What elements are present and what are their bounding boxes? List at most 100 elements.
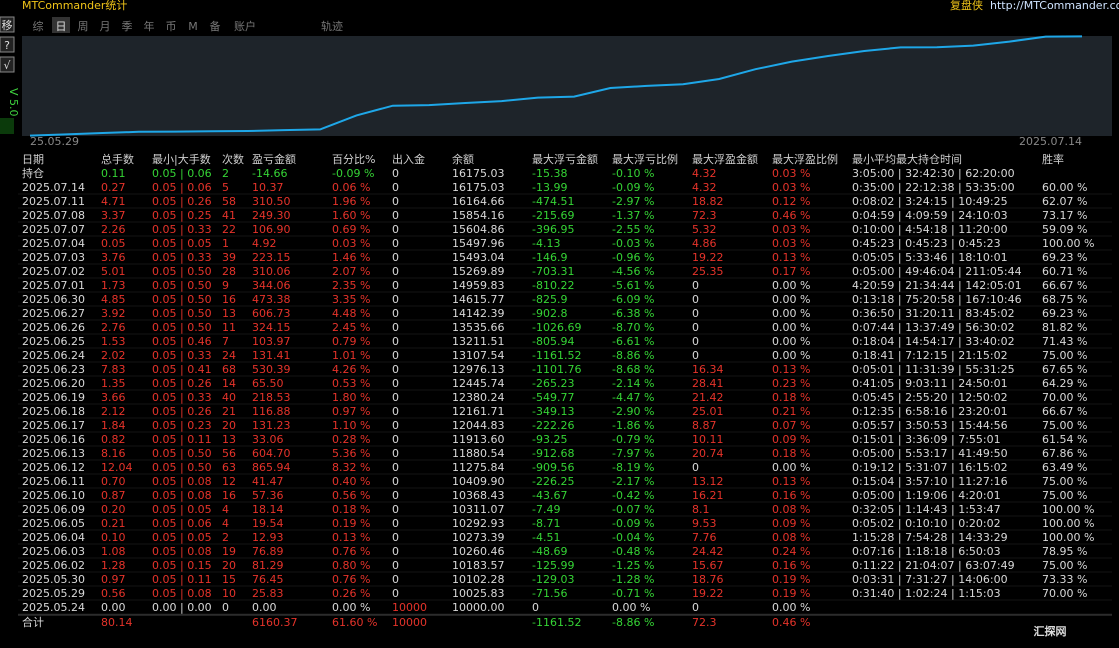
row-cell: 58: [222, 195, 236, 208]
row-cell: 0.17 %: [772, 265, 810, 278]
row-cell: -215.69: [532, 209, 574, 222]
row-label: 2025.06.30: [22, 293, 85, 306]
url[interactable]: http://MTCommander.com: [990, 0, 1119, 12]
tab[interactable]: 币: [166, 20, 177, 33]
row-cell: 0.05 | 0.05: [152, 237, 212, 250]
row-cell: 0.87: [101, 489, 126, 502]
row-cell: 0.16 %: [772, 489, 810, 502]
row-cell: 0.08 %: [772, 503, 810, 516]
row-cell: 0: [392, 377, 399, 390]
row-cell: 18.76: [692, 573, 724, 586]
holding-label: 持仓: [22, 166, 44, 180]
row-label: 2025.06.02: [22, 559, 85, 572]
row-cell: 0:07:44 | 13:37:49 | 56:30:02: [852, 321, 1015, 334]
row-cell: 0: [392, 181, 399, 194]
tab[interactable]: 年: [144, 19, 155, 33]
row-label: 2025.06.23: [22, 363, 85, 376]
row-cell: 13211.51: [452, 335, 505, 348]
tab[interactable]: 账户: [234, 19, 256, 33]
row-label: 2025.05.30: [22, 573, 85, 586]
row-label: 2025.06.17: [22, 419, 85, 432]
row-cell: 0:05:57 | 3:50:53 | 15:44:56: [852, 419, 1008, 432]
row-cell: -125.99: [532, 559, 574, 572]
row-cell: 16.34: [692, 363, 724, 376]
row-cell: 0.56: [101, 587, 126, 600]
side-button[interactable]: [0, 36, 15, 53]
row-cell: 0:31:40 | 1:02:24 | 1:15:03: [852, 587, 1001, 600]
row-cell: 0.40 %: [332, 475, 370, 488]
row-cell: 0.05 | 0.11: [152, 573, 212, 586]
row-cell: 1.46 %: [332, 251, 370, 264]
row-cell: -13.99: [532, 181, 567, 194]
row-cell: 76.45: [252, 573, 284, 586]
row-cell: 1.84: [101, 419, 126, 432]
x-tick-label: 2025.07.14: [1019, 135, 1082, 148]
side-button[interactable]: [0, 56, 15, 73]
row-cell: 8.1: [692, 503, 710, 516]
tab[interactable]: 日: [56, 20, 67, 33]
row-cell: 66.67 %: [1042, 405, 1087, 418]
row-cell: 0: [392, 503, 399, 516]
row-cell: 15.67: [692, 559, 724, 572]
row-cell: 12976.13: [452, 363, 505, 376]
row-cell: 0.24 %: [772, 545, 810, 558]
row-cell: 20.74: [692, 447, 724, 460]
row-cell: 72.3: [692, 209, 717, 222]
row-label: 2025.07.08: [22, 209, 85, 222]
tab[interactable]: 轨迹: [321, 19, 343, 33]
row-cell: 10273.39: [452, 531, 505, 544]
row-cell: 100.00 %: [1042, 503, 1094, 516]
row-cell: 0.00 | 0.00: [152, 601, 212, 614]
row-cell: 0:15:04 | 3:57:10 | 11:27:16: [852, 475, 1008, 488]
row-cell: 10183.57: [452, 559, 505, 572]
row-cell: -0.42 %: [612, 489, 654, 502]
column-header: 出入金: [392, 152, 425, 166]
row-cell: 0.00 %: [772, 335, 810, 348]
column-header: 最大浮亏金额: [532, 152, 598, 166]
row-cell: 0: [392, 293, 399, 306]
row-label: 2025.07.07: [22, 223, 85, 236]
row-cell: 0.05 | 0.11: [152, 433, 212, 446]
row-cell: 0.05 | 0.50: [152, 447, 212, 460]
row-cell: -6.09 %: [612, 293, 654, 306]
row-label: 2025.06.13: [22, 447, 85, 460]
side-button-label[interactable]: ?: [4, 39, 10, 52]
row-cell: 100.00 %: [1042, 517, 1094, 530]
side-button-label[interactable]: √: [3, 59, 11, 72]
row-cell: -146.9: [532, 251, 567, 264]
tab[interactable]: M: [188, 20, 198, 33]
row-cell: -396.95: [532, 223, 574, 236]
row-cell: 0.00 %: [612, 601, 650, 614]
tab[interactable]: 月: [100, 20, 111, 33]
row-cell: 0.05 | 0.15: [152, 559, 212, 572]
row-cell: 0:03:31 | 7:31:27 | 14:06:00: [852, 573, 1008, 586]
tab[interactable]: 季: [122, 20, 133, 33]
row-cell: -48.69: [532, 545, 567, 558]
row-cell: 4.26 %: [332, 363, 370, 376]
row-cell: 19.54: [252, 517, 284, 530]
version-bar: [0, 118, 14, 134]
row-cell: 4.48 %: [332, 307, 370, 320]
row-cell: 1.35: [101, 377, 126, 390]
total-label: 合计: [22, 615, 44, 629]
row-cell: -0.71 %: [612, 587, 654, 600]
row-label: 2025.06.12: [22, 461, 85, 474]
row-cell: 3.35 %: [332, 293, 370, 306]
tab[interactable]: 周: [78, 20, 89, 33]
row-cell: 5: [222, 181, 229, 194]
row-cell: 24: [222, 349, 236, 362]
row-cell: 0.05 | 0.23: [152, 419, 212, 432]
row-cell: 41.47: [252, 475, 284, 488]
side-button[interactable]: [0, 16, 15, 33]
row-cell: 106.90: [252, 223, 291, 236]
row-cell: 0.03 %: [772, 223, 810, 236]
row-cell: 57.36: [252, 489, 284, 502]
tab[interactable]: 备: [210, 19, 221, 33]
row-label: 2025.06.25: [22, 335, 85, 348]
tab[interactable]: 综: [33, 19, 44, 33]
row-cell: 11913.60: [452, 433, 505, 446]
side-button-label[interactable]: 移: [2, 19, 13, 32]
row-cell: 0.00: [252, 601, 277, 614]
column-header: 百分比%: [332, 153, 375, 166]
row-cell: 19.22: [692, 251, 724, 264]
